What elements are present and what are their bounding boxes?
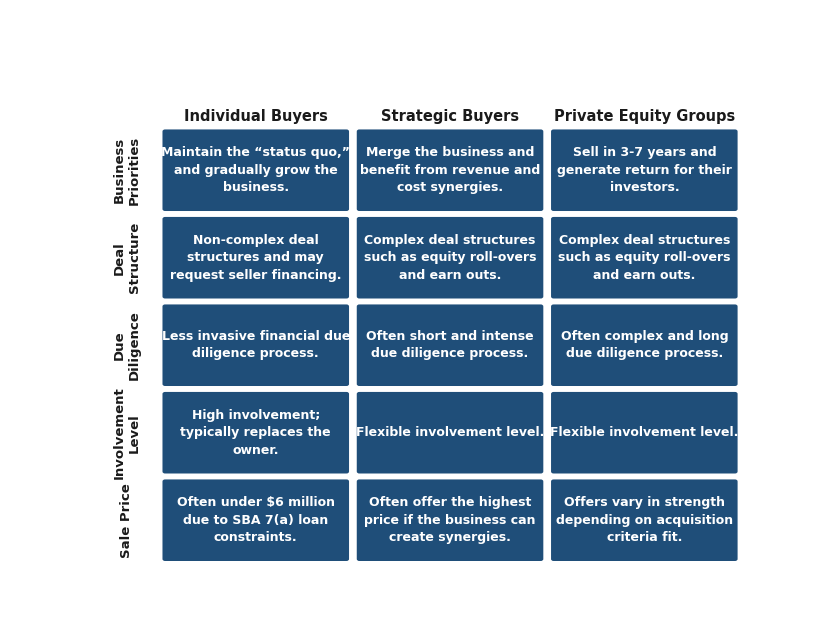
Text: Sell in 3-7 years and
generate return for their
investors.: Sell in 3-7 years and generate return fo… [557,146,732,195]
Text: Merge the business and
benefit from revenue and
cost synergies.: Merge the business and benefit from reve… [360,146,540,195]
Text: Offers vary in strength
depending on acquisition
criteria fit.: Offers vary in strength depending on acq… [556,496,733,544]
Text: Maintain the “status quo,”
and gradually grow the
business.: Maintain the “status quo,” and gradually… [161,146,350,195]
FancyBboxPatch shape [551,304,738,386]
FancyBboxPatch shape [551,130,738,211]
Text: Often short and intense
due diligence process.: Often short and intense due diligence pr… [366,330,534,360]
FancyBboxPatch shape [356,217,543,299]
FancyBboxPatch shape [551,217,738,299]
Text: Often complex and long
due diligence process.: Often complex and long due diligence pro… [560,330,728,360]
Text: High involvement;
typically replaces the
owner.: High involvement; typically replaces the… [180,409,331,456]
Text: Deal
Structure: Deal Structure [113,222,141,293]
Text: Business
Priorities: Business Priorities [113,135,141,205]
FancyBboxPatch shape [356,480,543,561]
FancyBboxPatch shape [551,480,738,561]
Text: Complex deal structures
such as equity roll-overs
and earn outs.: Complex deal structures such as equity r… [558,234,730,282]
FancyBboxPatch shape [551,392,738,474]
Text: Often offer the highest
price if the business can
create synergies.: Often offer the highest price if the bus… [364,496,536,544]
FancyBboxPatch shape [356,130,543,211]
Text: Due
Diligence: Due Diligence [113,310,141,380]
FancyBboxPatch shape [356,392,543,474]
Text: Less invasive financial due
diligence process.: Less invasive financial due diligence pr… [161,330,350,360]
FancyBboxPatch shape [163,304,349,386]
Text: Private Equity Groups: Private Equity Groups [553,109,735,124]
Text: Strategic Buyers: Strategic Buyers [381,109,519,124]
Text: Often under $6 million
due to SBA 7(a) loan
constraints.: Often under $6 million due to SBA 7(a) l… [177,496,335,544]
Text: Flexible involvement level.: Flexible involvement level. [550,426,739,439]
Text: Individual Buyers: Individual Buyers [184,109,327,124]
Text: Non-complex deal
structures and may
request seller financing.: Non-complex deal structures and may requ… [170,234,342,282]
Text: Flexible involvement level.: Flexible involvement level. [356,426,544,439]
FancyBboxPatch shape [163,392,349,474]
FancyBboxPatch shape [356,304,543,386]
FancyBboxPatch shape [163,480,349,561]
Text: Involvement
Level: Involvement Level [113,386,141,479]
FancyBboxPatch shape [163,130,349,211]
Text: Sale Price: Sale Price [120,483,133,558]
FancyBboxPatch shape [163,217,349,299]
Text: Complex deal structures
such as equity roll-overs
and earn outs.: Complex deal structures such as equity r… [364,234,536,282]
